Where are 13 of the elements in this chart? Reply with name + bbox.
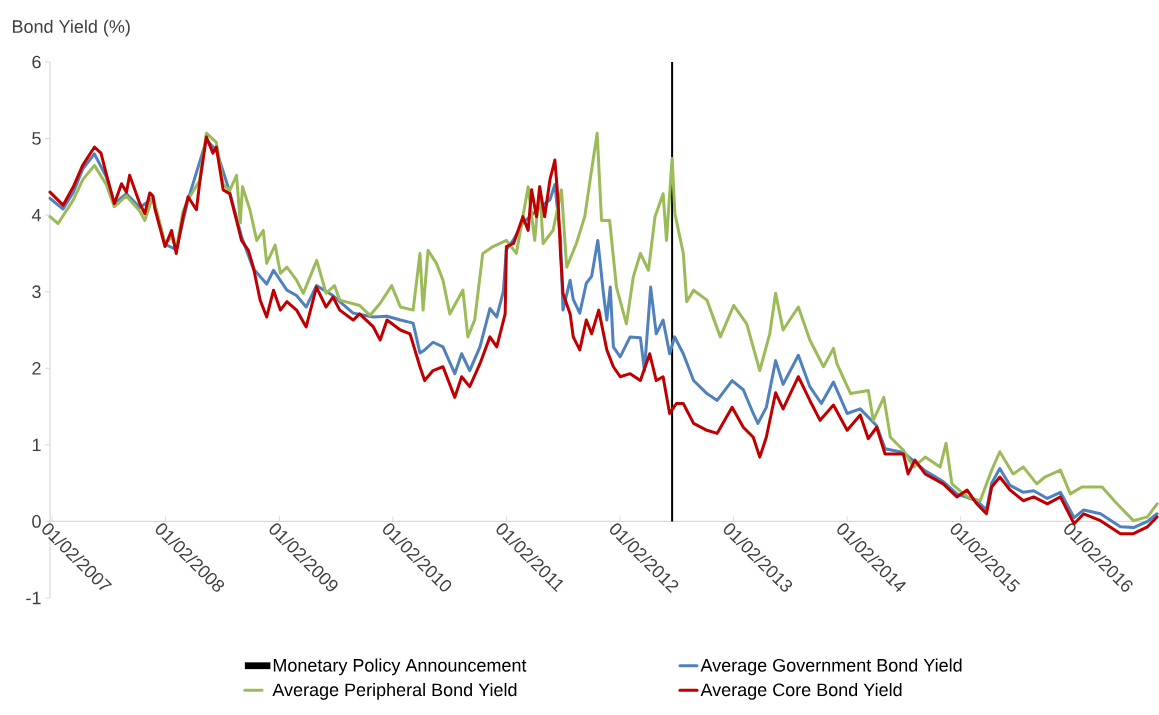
y-tick-label: 4	[31, 208, 41, 222]
y-tick-label: 3	[32, 285, 41, 299]
legend-label: Average Peripheral Bond Yield	[272, 682, 517, 700]
legend-label: Monetary Policy Announcement	[273, 658, 527, 676]
y-tick-label: -1	[26, 591, 41, 605]
legend-label: Average Government Bond Yield	[700, 658, 962, 676]
y-tick-label: 6	[32, 55, 41, 69]
legend-label: Average Core Bond Yield	[700, 682, 902, 700]
y-tick-label: 5	[32, 132, 41, 145]
y-tick-label: 2	[32, 362, 41, 375]
y-axis-title: Bond Yield (%)	[13, 19, 130, 37]
y-tick-label: 1	[32, 438, 41, 452]
y-tick-label: 0	[32, 515, 41, 528]
